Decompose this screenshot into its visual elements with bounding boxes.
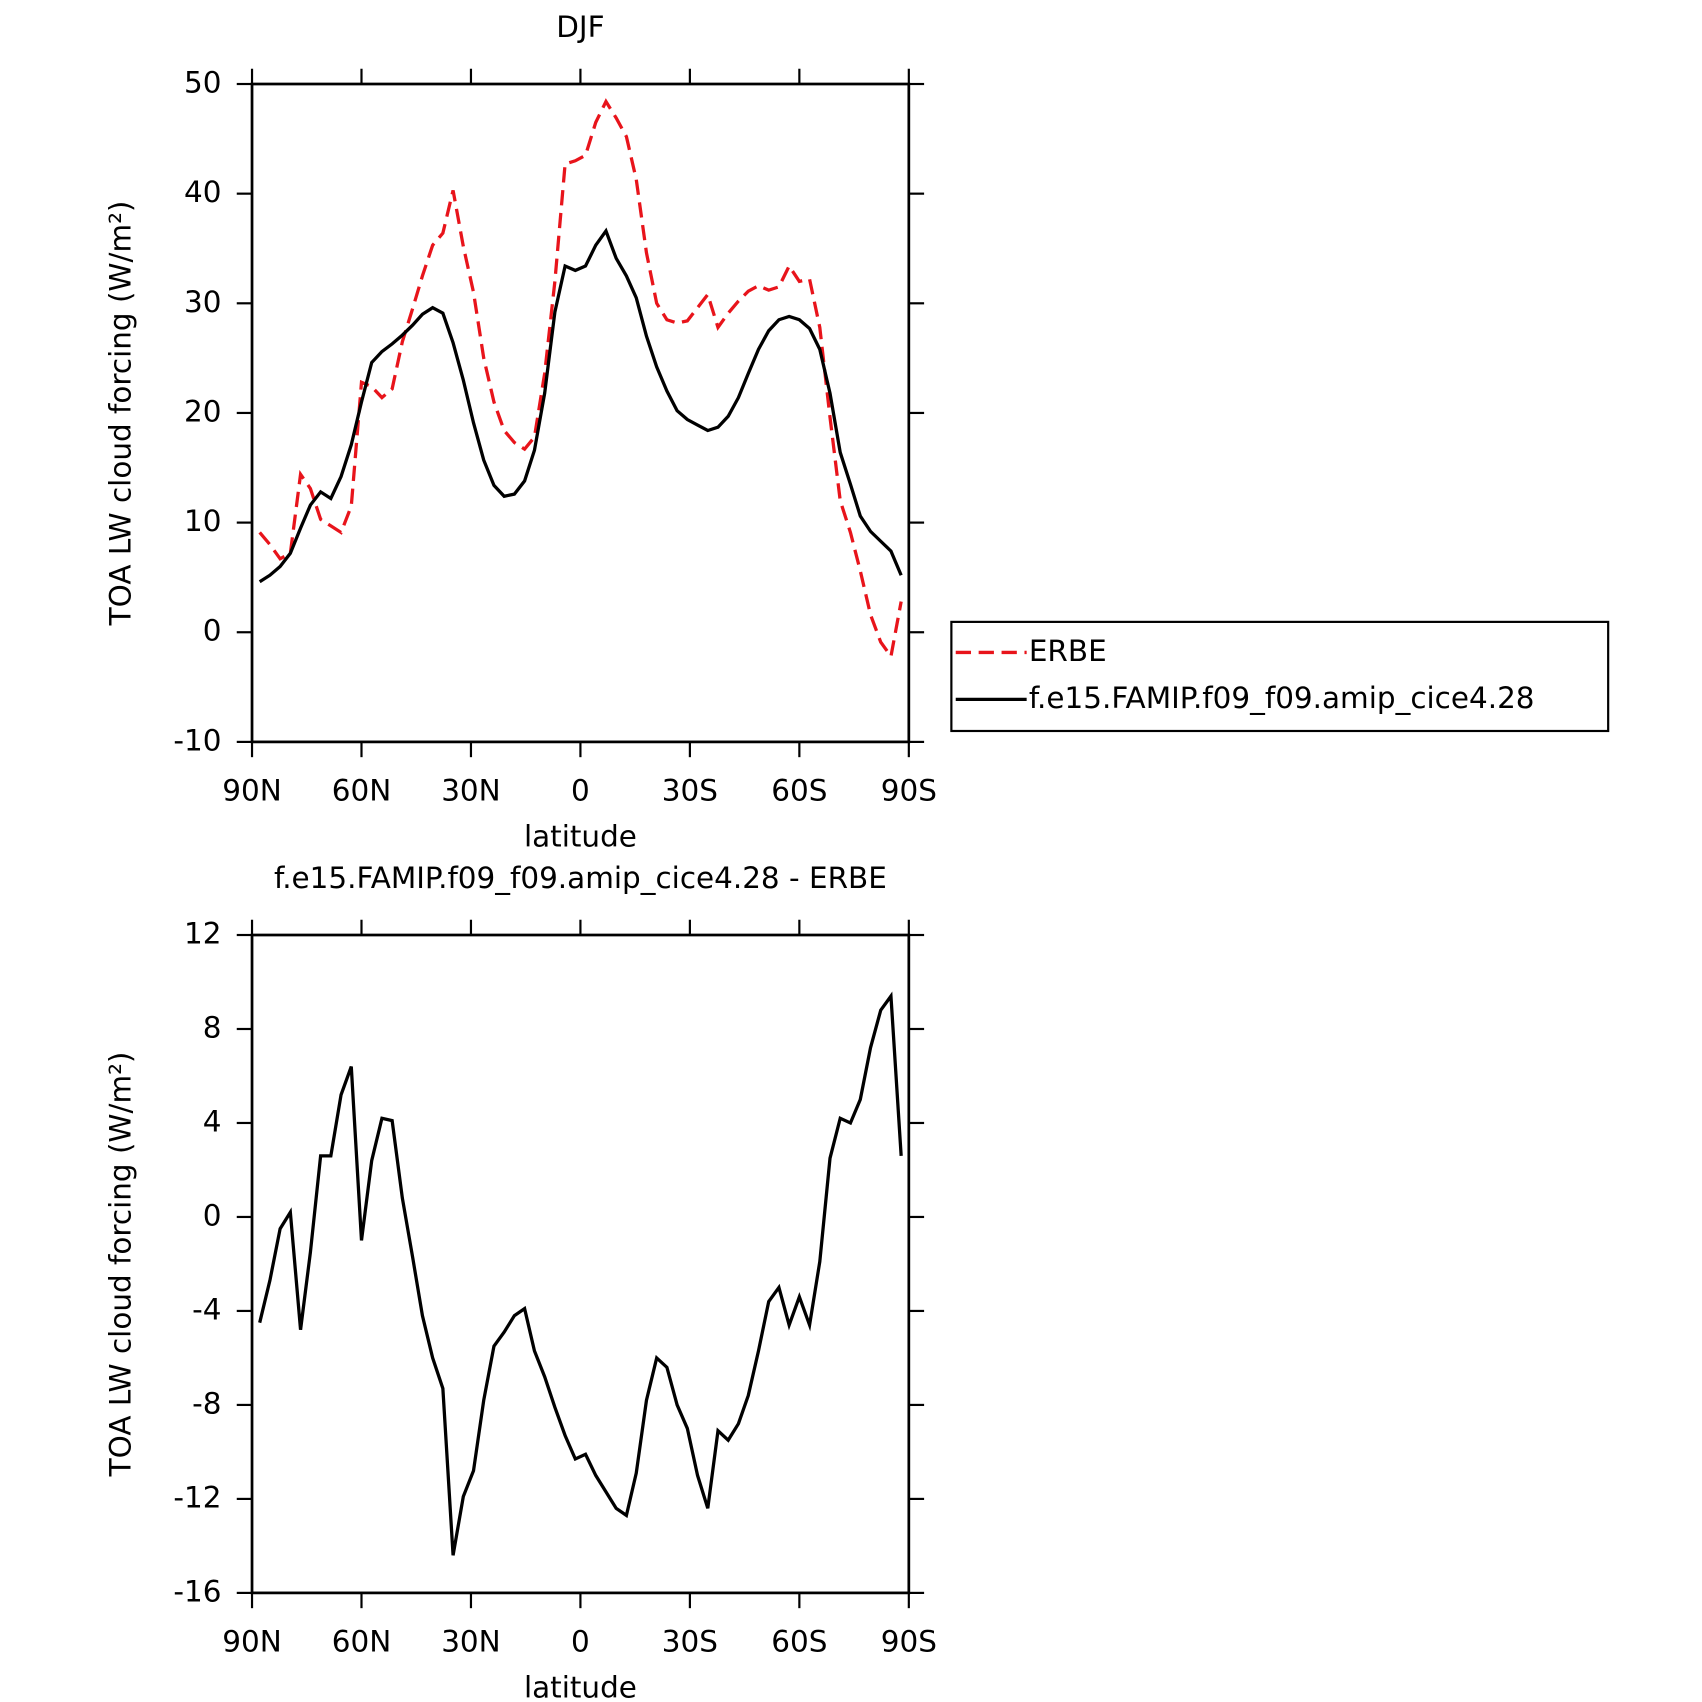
x-tick-label: 0 xyxy=(571,774,590,808)
x-tick-label: 90N xyxy=(222,774,281,808)
plot-frame xyxy=(250,82,911,744)
chart-title: DJF xyxy=(556,10,604,44)
data-line xyxy=(258,227,903,584)
y-tick-label: 30 xyxy=(184,285,221,319)
y-tick-label: 50 xyxy=(184,66,221,100)
y-tick-label: 0 xyxy=(203,614,222,648)
y-tick-label: 40 xyxy=(184,175,221,209)
x-tick-label: 30S xyxy=(662,774,718,808)
x-tick-label: 30S xyxy=(662,1625,718,1659)
x-tick-label: 90S xyxy=(881,1625,937,1659)
y-tick-label: -12 xyxy=(173,1480,221,1514)
legend-label: f.e15.FAMIP.f09_f09.amip_cice4.28 xyxy=(1029,681,1535,715)
x-tick-label: 90S xyxy=(881,774,937,808)
x-axis-label: latitude xyxy=(524,1670,637,1702)
y-axis-label: TOA LW cloud forcing (W/m²) xyxy=(104,201,138,627)
y-axis-label: TOA LW cloud forcing (W/m²) xyxy=(104,1052,138,1478)
data-line xyxy=(258,98,903,661)
x-tick-label: 30N xyxy=(441,774,500,808)
plot-frame xyxy=(250,933,911,1595)
chart-title: f.e15.FAMIP.f09_f09.amip_cice4.28 - ERBE xyxy=(274,861,887,895)
data-line xyxy=(258,991,903,1556)
y-tick-label: 8 xyxy=(203,1010,222,1044)
legend-box xyxy=(950,620,1610,733)
y-tick-label: 0 xyxy=(203,1198,222,1232)
x-tick-label: 90N xyxy=(222,1625,281,1659)
legend-label: ERBE xyxy=(1029,634,1107,668)
x-axis-label: latitude xyxy=(524,819,637,853)
x-tick-label: 60N xyxy=(332,774,391,808)
y-tick-label: 12 xyxy=(184,917,221,951)
y-tick-label: 4 xyxy=(203,1104,222,1138)
x-tick-label: 60S xyxy=(771,774,827,808)
y-tick-label: -4 xyxy=(192,1292,221,1326)
y-tick-label: -10 xyxy=(173,723,221,757)
x-tick-label: 60N xyxy=(332,1625,391,1659)
x-tick-label: 60S xyxy=(771,1625,827,1659)
x-tick-label: 0 xyxy=(571,1625,590,1659)
y-tick-label: 20 xyxy=(184,394,221,428)
y-tick-label: -16 xyxy=(173,1574,221,1608)
y-tick-label: -8 xyxy=(192,1386,221,1420)
y-tick-label: 10 xyxy=(184,504,221,538)
x-tick-label: 30N xyxy=(441,1625,500,1659)
